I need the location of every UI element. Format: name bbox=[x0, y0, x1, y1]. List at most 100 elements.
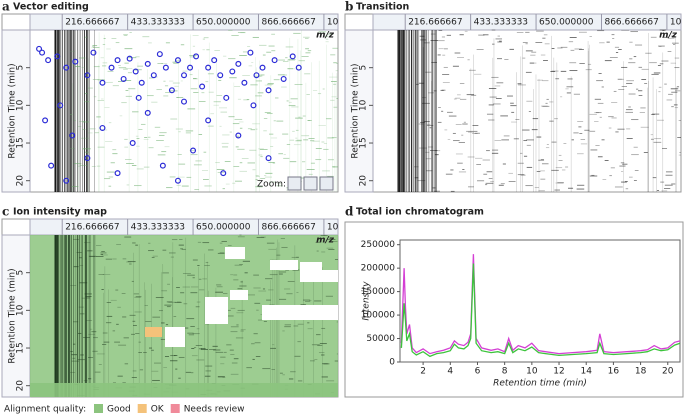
y-axis-label: Retention Time (min) bbox=[351, 63, 361, 158]
vector-point bbox=[45, 57, 52, 64]
vector-point bbox=[129, 140, 136, 147]
x-tick-label: 866.666667 bbox=[604, 18, 658, 28]
legend-swatch bbox=[137, 404, 147, 413]
vector-point bbox=[229, 68, 236, 75]
y-tick-label: 20 bbox=[16, 175, 26, 187]
vector-point bbox=[250, 102, 257, 109]
x-tick-label: 433.333333 bbox=[131, 223, 185, 233]
y-tick-label: 5 bbox=[16, 65, 26, 71]
review-tile bbox=[165, 327, 185, 347]
x-tick-label: 216.666667 bbox=[65, 223, 119, 233]
x-tick-label: 866.666667 bbox=[261, 18, 315, 28]
legend-label: OK bbox=[151, 405, 165, 415]
plot-frame bbox=[399, 239, 681, 363]
vector-point bbox=[132, 68, 139, 75]
legend-title: Alignment quality: bbox=[4, 405, 86, 415]
ok-tile bbox=[145, 327, 162, 337]
x-axis-label: Retention time (min) bbox=[493, 379, 587, 389]
vector-point bbox=[265, 87, 272, 94]
vector-point bbox=[181, 72, 188, 79]
y-tick-label: 20 bbox=[16, 380, 26, 392]
x-tick-label: 12 bbox=[553, 367, 564, 377]
vector-point bbox=[168, 87, 175, 94]
panel-letter: a bbox=[2, 0, 10, 14]
panel-title: Transition bbox=[356, 2, 410, 13]
vector-point bbox=[84, 72, 91, 79]
x-tick-label: 14 bbox=[580, 367, 592, 377]
vector-point bbox=[144, 109, 151, 116]
y-tick-label: 15 bbox=[16, 342, 26, 353]
x-axis-label: m/z bbox=[316, 236, 335, 246]
zoom-button[interactable] bbox=[287, 176, 302, 191]
vector-point bbox=[174, 57, 181, 64]
x-tick-label: 18 bbox=[635, 367, 647, 377]
x-tick-label: 650.000000 bbox=[196, 18, 251, 28]
panel-title: Total ion chromatogram bbox=[356, 207, 484, 218]
y-tick-label: 15 bbox=[359, 137, 369, 148]
vector-point bbox=[108, 64, 115, 71]
x-tick-label: 10 bbox=[526, 367, 538, 377]
vector-point bbox=[63, 64, 70, 71]
y-tick-label: 5 bbox=[359, 65, 369, 71]
y-tick-label: 150000 bbox=[361, 287, 396, 297]
x-axis-label: m/z bbox=[659, 31, 678, 41]
vector-point bbox=[42, 117, 49, 124]
vector-point bbox=[90, 49, 97, 56]
vector-point bbox=[72, 58, 79, 65]
axis-header bbox=[29, 13, 339, 31]
tic-line bbox=[400, 263, 681, 358]
legend-label: Needs review bbox=[184, 405, 245, 415]
vector-point bbox=[295, 64, 302, 71]
review-tile bbox=[262, 305, 338, 320]
vector-point bbox=[156, 51, 163, 58]
vector-point bbox=[162, 64, 169, 71]
y-axis-label: Retention Time (min) bbox=[8, 268, 18, 363]
vector-point bbox=[57, 102, 64, 109]
y-tick-label: 5 bbox=[16, 270, 26, 276]
vector-point bbox=[69, 132, 76, 139]
vector-point bbox=[280, 75, 287, 82]
vector-point bbox=[150, 72, 157, 79]
vector-point bbox=[99, 79, 106, 86]
y-tick-label: 50000 bbox=[366, 334, 395, 344]
axis-header bbox=[372, 13, 682, 31]
y-axis-strip bbox=[1, 29, 31, 193]
vector-point bbox=[217, 72, 224, 79]
vector-point bbox=[120, 75, 127, 82]
tic-line bbox=[400, 254, 681, 355]
vector-point bbox=[193, 53, 200, 60]
vector-point bbox=[84, 155, 91, 162]
vector-point bbox=[174, 177, 181, 184]
y-tick-label: 20 bbox=[359, 175, 369, 187]
vector-point bbox=[253, 72, 260, 79]
vector-point bbox=[190, 147, 197, 154]
vector-point bbox=[259, 64, 266, 71]
vector-point bbox=[181, 98, 188, 105]
vector-point bbox=[39, 49, 46, 56]
vector-point bbox=[63, 177, 70, 184]
vector-point bbox=[205, 64, 212, 71]
panel-letter: c bbox=[2, 205, 9, 219]
vector-point bbox=[235, 60, 242, 67]
vector-point bbox=[271, 57, 278, 64]
x-tick-label: 433.333333 bbox=[131, 18, 185, 28]
y-axis-label: Intensity bbox=[362, 281, 372, 321]
x-tick-label: 20 bbox=[662, 367, 674, 377]
legend-swatch bbox=[94, 404, 103, 413]
zoom-button[interactable] bbox=[319, 176, 334, 191]
vector-point bbox=[126, 55, 133, 62]
zoom-button[interactable] bbox=[303, 176, 318, 191]
vector-point bbox=[159, 162, 166, 169]
x-axis-label: m/z bbox=[316, 31, 335, 41]
x-tick-label: 216.666667 bbox=[65, 18, 119, 28]
panel-title: Vector editing bbox=[13, 2, 89, 13]
vector-point bbox=[211, 57, 218, 64]
plot-clip: 216.666667 433.333333 650.000000 866.666667… bbox=[397, 14, 681, 192]
panel-letter: d bbox=[345, 205, 354, 219]
y-axis-label: Retention Time (min) bbox=[8, 63, 18, 158]
vector-point bbox=[265, 155, 272, 162]
vector-point bbox=[187, 64, 194, 71]
vector-point bbox=[99, 124, 106, 131]
vector-point bbox=[144, 60, 151, 67]
plot-clip: 216.666667 433.333333 650.000000 866.666667… bbox=[30, 219, 338, 397]
